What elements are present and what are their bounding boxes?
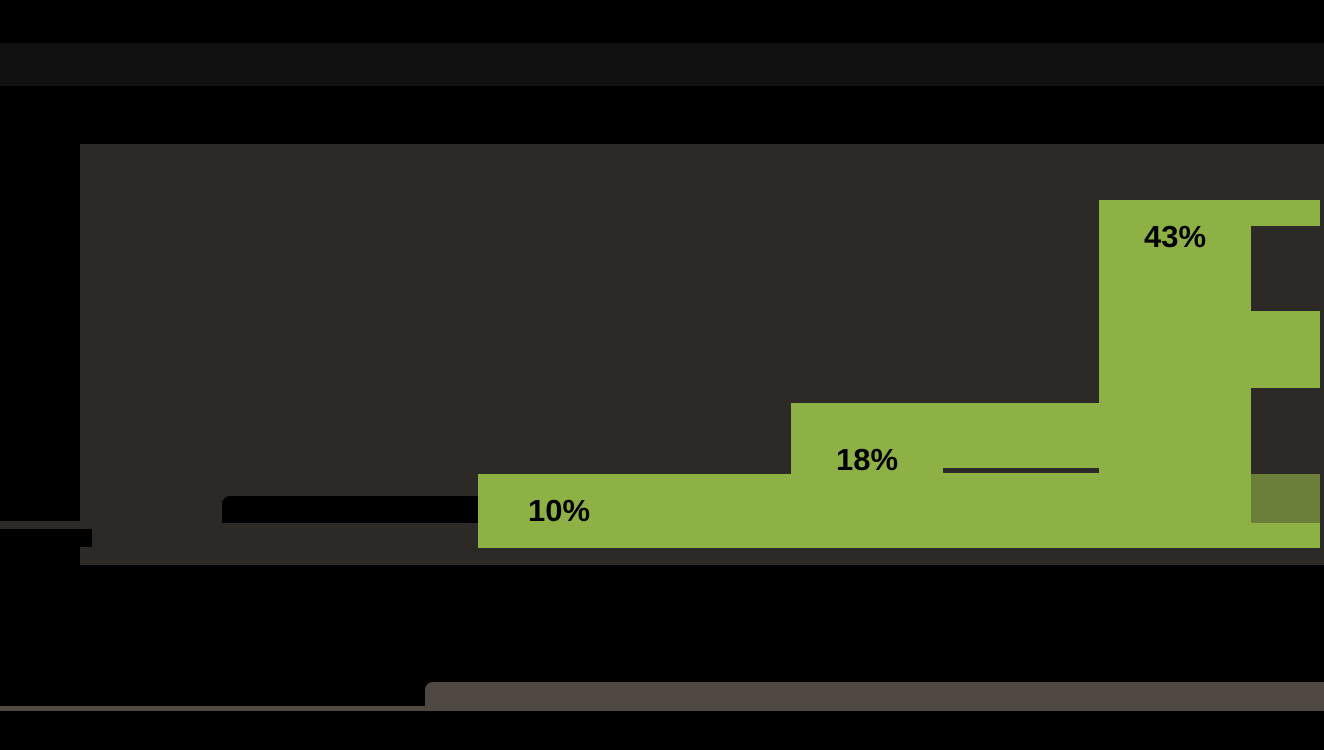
axis-line — [0, 521, 80, 529]
footer-line — [0, 706, 425, 711]
legend-gap-1 — [1251, 226, 1320, 311]
bar-2-label: 18% — [835, 442, 899, 477]
bar-3-label: 43% — [1143, 219, 1207, 254]
legend-gap-2 — [1251, 388, 1320, 474]
axis-occlusion-lower — [0, 529, 92, 547]
gridline-fragment — [943, 468, 1099, 473]
axis-occlusion — [0, 468, 80, 521]
category-label-occlusion — [222, 496, 478, 523]
header-band — [0, 43, 1324, 86]
footer-bar — [425, 682, 1324, 711]
bar-1-label: 10% — [527, 493, 591, 528]
legend-swatch — [1251, 474, 1320, 523]
